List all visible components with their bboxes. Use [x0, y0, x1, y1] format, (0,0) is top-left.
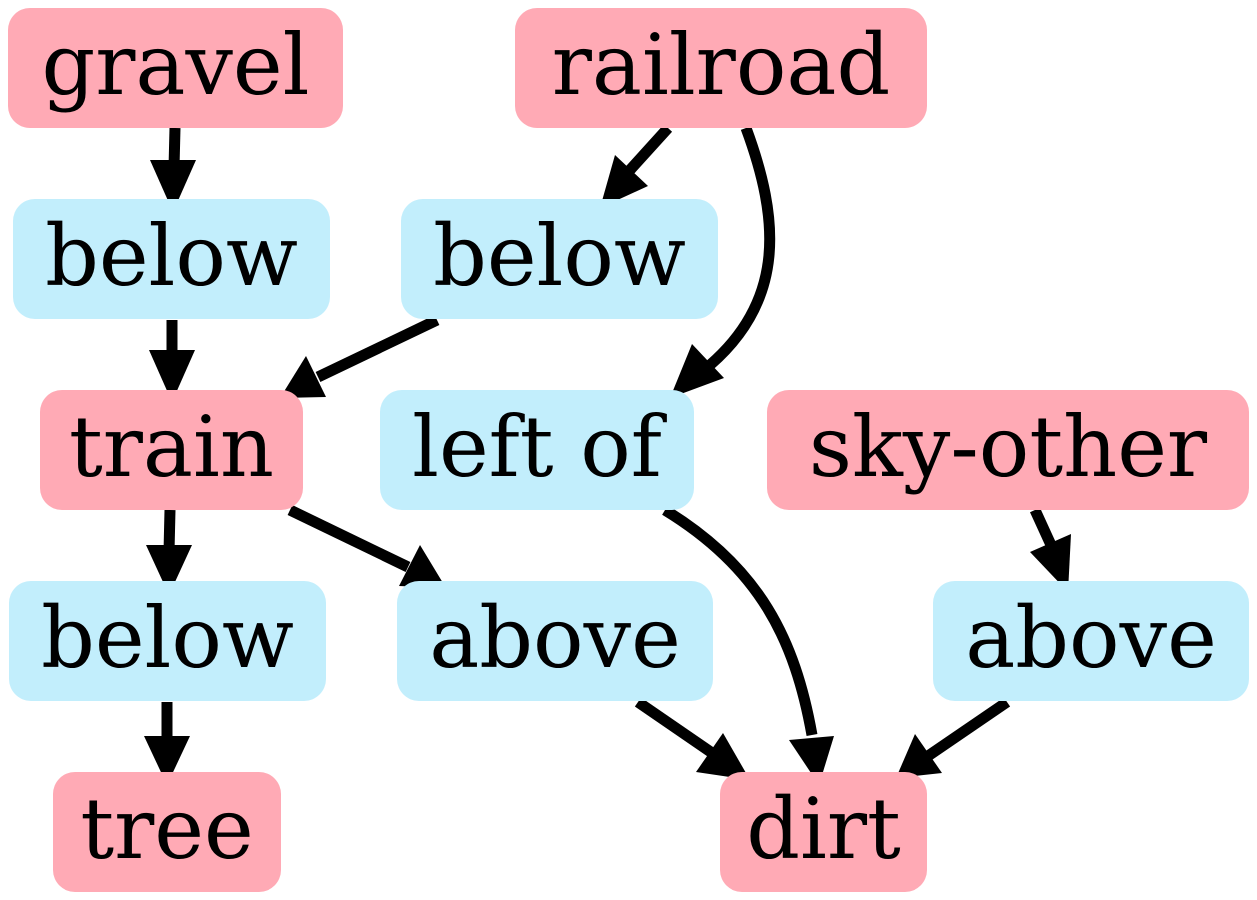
edge-left-of-dirt: [662, 505, 818, 736]
node-sky-other: sky-other: [767, 390, 1249, 510]
arrowhead-sky-other-above: [1030, 534, 1071, 592]
arrowhead-below-tree: [144, 736, 190, 785]
arrowhead-train-above: [399, 545, 446, 588]
arrowhead-above-dirt-2: [896, 734, 942, 778]
arrowhead-gravel-below: [150, 160, 196, 212]
node-below-3: below: [9, 581, 326, 701]
node-gravel: gravel: [8, 8, 343, 128]
arrowhead-train-below: [146, 545, 192, 595]
edge-railroad-below: [625, 124, 673, 174]
node-train: train: [40, 390, 303, 510]
node-above-1: above: [397, 581, 713, 701]
node-above-2: above: [933, 581, 1249, 701]
node-below-2: below: [401, 199, 718, 319]
edge-railroad-left-of: [706, 126, 776, 370]
edge-below-train-2: [315, 315, 440, 382]
edge-train-above: [287, 505, 411, 572]
arrowhead-above-dirt: [696, 733, 750, 780]
arrowhead-railroad-below: [600, 155, 648, 208]
node-below-1: below: [13, 199, 330, 319]
edge-above-dirt: [634, 697, 722, 762]
edge-sky-other-above: [1029, 507, 1057, 548]
arrowhead-railroad-left-of: [670, 344, 724, 398]
node-left-of: left of: [380, 390, 694, 510]
edge-above-dirt-2: [924, 697, 1011, 761]
node-dirt: dirt: [720, 772, 927, 892]
arrowhead-below-train-2: [280, 356, 326, 398]
node-railroad: railroad: [515, 8, 927, 128]
arrowhead-below-train: [149, 350, 195, 402]
node-tree: tree: [53, 772, 281, 892]
